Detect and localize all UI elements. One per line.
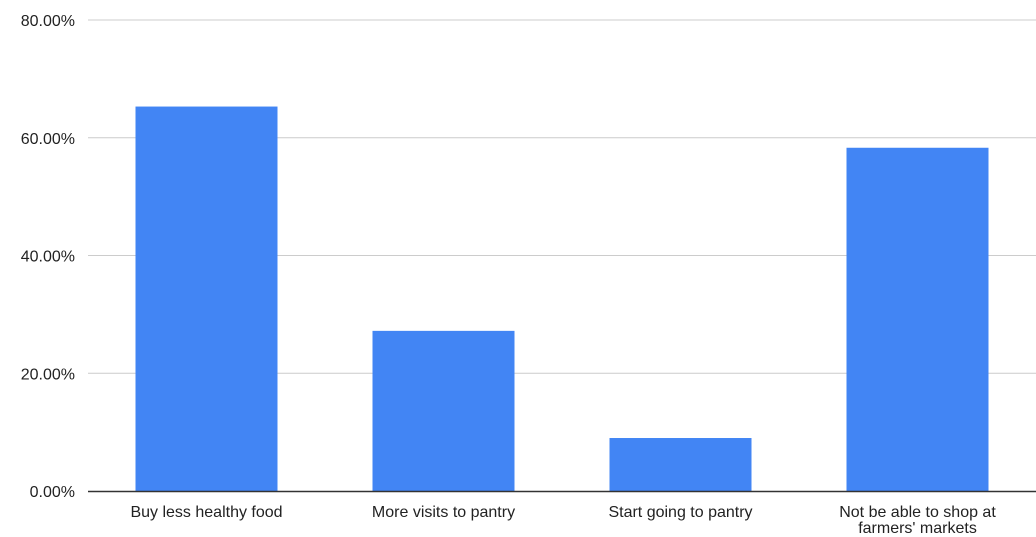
y-tick-label: 80.00% [21, 13, 75, 30]
y-tick-label: 60.00% [21, 131, 75, 148]
bar [610, 438, 752, 491]
y-axis-tick-labels: 0.00% 20.00% 40.00% 60.00% 80.00% [21, 13, 75, 501]
y-tick-label: 40.00% [21, 249, 75, 266]
bar [136, 107, 278, 491]
x-category-label: More visits to pantry [372, 504, 515, 521]
y-tick-label: 0.00% [30, 484, 75, 501]
x-category-label: farmers' markets [858, 520, 977, 537]
bar [373, 331, 515, 491]
y-tick-label: 20.00% [21, 366, 75, 383]
bars [136, 107, 989, 491]
x-category-label: Start going to pantry [608, 504, 752, 521]
x-category-label: Not be able to shop at [839, 504, 996, 521]
x-axis-category-labels: Buy less healthy food More visits to pant… [130, 504, 996, 537]
bar [847, 148, 989, 491]
x-category-label: Buy less healthy food [130, 504, 282, 521]
